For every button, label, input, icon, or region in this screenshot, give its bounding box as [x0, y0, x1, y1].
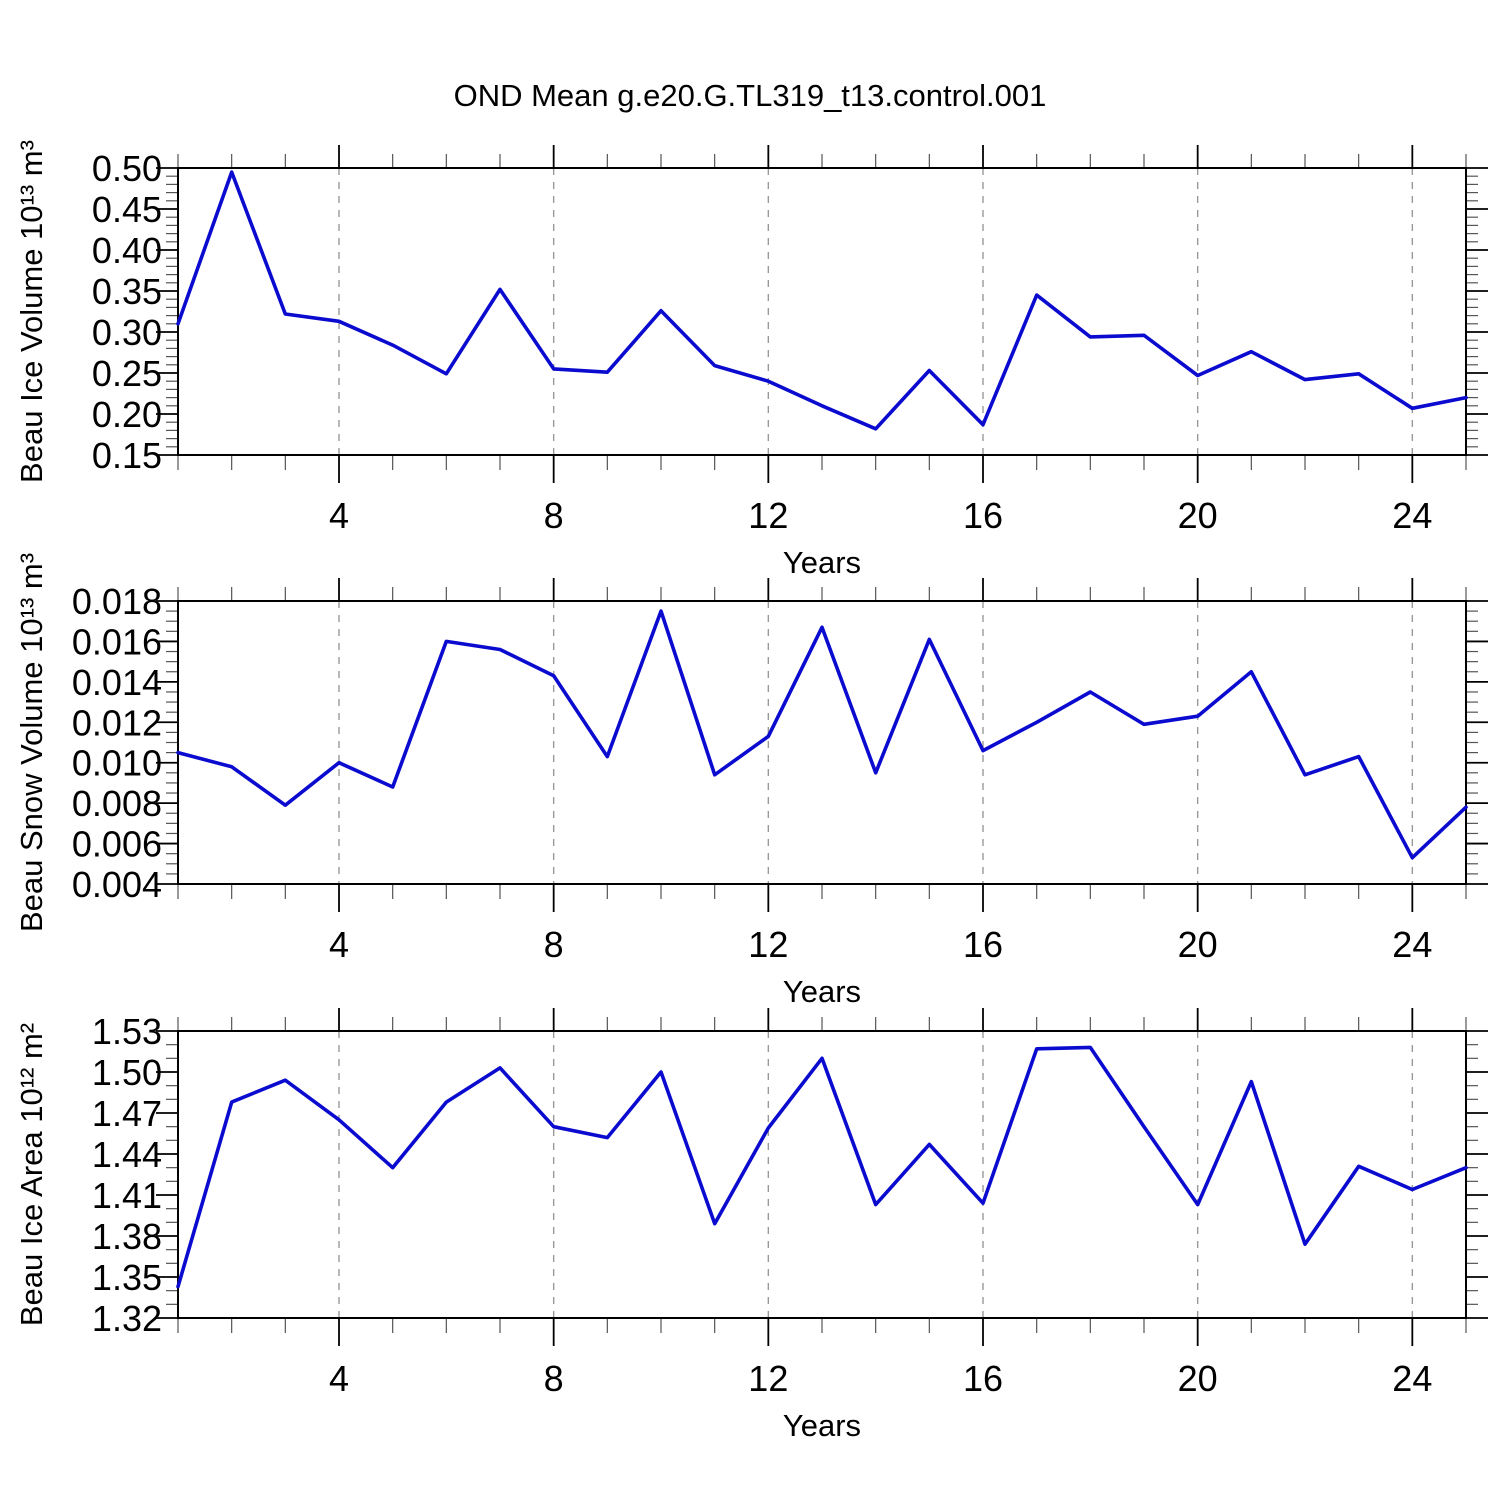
y-tick-label: 0.25: [92, 353, 162, 394]
y-tick-label: 0.014: [72, 662, 162, 703]
x-tick-label: 8: [544, 495, 564, 536]
x-tick-label: 4: [329, 1358, 349, 1399]
x-tick-label: 16: [963, 495, 1003, 536]
plot-frame: [177, 1030, 1467, 1319]
x-tick-label: 20: [1178, 1358, 1218, 1399]
x-tick-label: 12: [748, 1358, 788, 1399]
y-tick-label: 1.50: [92, 1052, 162, 1093]
y-tick-label: 0.35: [92, 271, 162, 312]
y-tick-label: 0.016: [72, 621, 162, 662]
x-tick-label: 24: [1392, 924, 1432, 965]
y-tick-label: 0.018: [72, 581, 162, 622]
y-tick-label: 1.38: [92, 1216, 162, 1257]
x-tick-label: 4: [329, 495, 349, 536]
x-tick-label: 8: [544, 1358, 564, 1399]
y-tick-label: 1.41: [92, 1175, 162, 1216]
x-tick-label: 20: [1178, 495, 1218, 536]
x-axis-label: Years: [783, 1408, 861, 1443]
x-axis-label: Years: [783, 974, 861, 1009]
x-axis-label: Years: [783, 545, 861, 580]
x-tick-label: 16: [963, 1358, 1003, 1399]
x-tick-label: 24: [1392, 1358, 1432, 1399]
data-line-series-1: [176, 170, 1468, 431]
data-line-series-2: [176, 609, 1468, 860]
panel-1: 0.150.200.250.300.350.400.450.50 4 8 12 16 20…: [14, 140, 1488, 580]
y-tick-label: 0.50: [92, 148, 162, 189]
y-tick-label: 0.20: [92, 394, 162, 435]
panel-2: 0.0040.0060.0080.0100.0120.0140.0160.018…: [14, 553, 1488, 1009]
y-tick-label: 1.53: [92, 1011, 162, 1052]
y-tick-label: 0.40: [92, 230, 162, 271]
y-tick-label: 0.45: [92, 189, 162, 230]
y-tick-label: 0.15: [92, 435, 162, 476]
x-tick-label: 12: [748, 495, 788, 536]
y-axis-label: Beau Snow Volume 10¹³ m³: [14, 553, 49, 932]
x-tick-label: 20: [1178, 924, 1218, 965]
data-line-series-3: [176, 1045, 1468, 1289]
y-tick-label: 1.32: [92, 1298, 162, 1339]
x-tick-label: 12: [748, 924, 788, 965]
chart-title: OND Mean g.e20.G.TL319_t13.control.001: [453, 78, 1047, 113]
x-tick-label: 24: [1392, 495, 1432, 536]
y-tick-label: 0.008: [72, 783, 162, 824]
plot-frame: [177, 167, 1467, 456]
plot-frame: [177, 600, 1467, 885]
x-tick-label: 4: [329, 924, 349, 965]
x-tick-label: 16: [963, 924, 1003, 965]
y-tick-label: 0.004: [72, 864, 162, 905]
y-tick-label: 0.012: [72, 702, 162, 743]
y-axis-label: Beau Ice Area 10¹² m²: [14, 1023, 49, 1326]
y-tick-label: 1.35: [92, 1257, 162, 1298]
y-tick-label: 0.30: [92, 312, 162, 353]
panel-3: 1.321.351.381.411.441.471.501.53 4 8 12 16 20…: [14, 1008, 1488, 1443]
y-tick-label: 0.006: [72, 824, 162, 865]
y-tick-label: 1.44: [92, 1134, 162, 1175]
y-tick-label: 0.010: [72, 743, 162, 784]
y-axis-label: Beau Ice Volume 10¹³ m³: [14, 140, 49, 483]
y-tick-label: 1.47: [92, 1093, 162, 1134]
x-tick-label: 8: [544, 924, 564, 965]
